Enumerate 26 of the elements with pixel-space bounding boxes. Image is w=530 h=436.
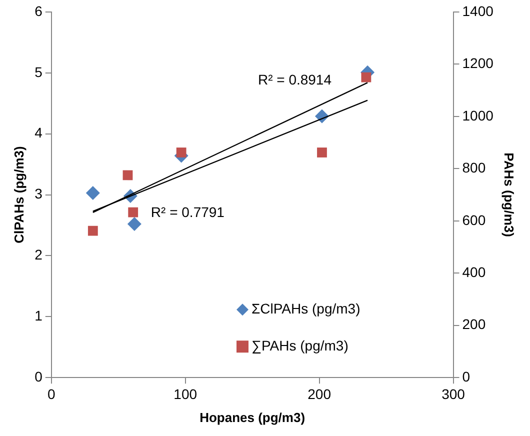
y-tick-label: 5 — [34, 64, 43, 80]
legend-label: ∑PAHs (pg/m3) — [252, 337, 348, 354]
x-tick-label: 0 — [47, 386, 56, 402]
legend-label: ΣClPAHs (pg/m3) — [252, 300, 360, 316]
y-tick-label: 6 — [34, 2, 43, 19]
y-tick-label: 1 — [34, 308, 43, 324]
annotation: R² = 0.8914 — [258, 72, 332, 88]
y-tick-label: 4 — [34, 124, 43, 141]
y2-axis-title: PAHs (pg/m3) — [502, 152, 517, 237]
annotation: R² = 0.7791 — [150, 204, 225, 220]
x-tick-label: 300 — [442, 386, 466, 402]
y2-tick-label: 1400 — [462, 2, 494, 19]
y-tick-label: 2 — [34, 246, 43, 263]
y-tick-label: 3 — [34, 186, 43, 202]
y2-tick-label: 600 — [462, 212, 486, 228]
y-tick-label: 0 — [34, 368, 43, 384]
y2-tick-label: 400 — [462, 264, 486, 280]
y2-tick-label: 1200 — [462, 55, 494, 72]
x-tick-label: 200 — [308, 386, 332, 402]
y2-tick-label: 800 — [462, 160, 486, 176]
y2-tick-label: 0 — [462, 368, 470, 384]
x-tick-label: 100 — [174, 386, 198, 402]
y2-tick-label: 200 — [462, 316, 486, 332]
y-axis-title: ClPAHs (pg/m3) — [11, 146, 26, 244]
y2-tick-label: 1000 — [462, 107, 494, 124]
x-axis-title: Hopanes (pg/m3) — [200, 410, 306, 425]
